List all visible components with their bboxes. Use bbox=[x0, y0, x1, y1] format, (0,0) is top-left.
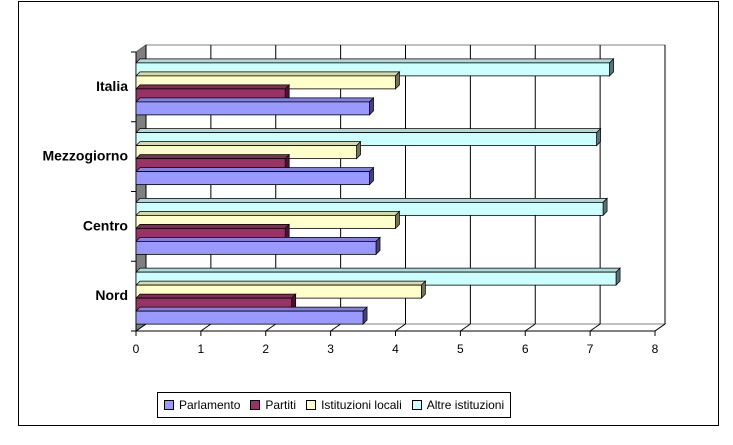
legend-label: Altre istituzioni bbox=[426, 398, 505, 412]
bar-top-face bbox=[135, 97, 375, 103]
bar-top-face bbox=[135, 237, 381, 242]
bar-top-face bbox=[135, 224, 291, 229]
x-tick-label: 2 bbox=[262, 342, 269, 356]
bar-top-face bbox=[135, 84, 291, 90]
bar-top-face bbox=[135, 167, 375, 172]
floor-gridline bbox=[460, 323, 471, 332]
floor-gridline bbox=[395, 323, 406, 332]
floor-gridline bbox=[265, 323, 277, 332]
bar bbox=[135, 171, 370, 186]
category-label: Nord bbox=[95, 287, 128, 303]
legend-item: Parlamento bbox=[164, 398, 240, 412]
x-tick-label: 3 bbox=[327, 342, 334, 356]
floor-gridline bbox=[589, 323, 601, 332]
bar-top-face bbox=[135, 198, 608, 203]
legend-swatch bbox=[306, 400, 317, 410]
x-tick-label: 6 bbox=[522, 342, 529, 356]
bar-top-face bbox=[135, 306, 368, 312]
legend-label: Istituzioni locali bbox=[321, 398, 402, 412]
category-label: Mezzogiorno bbox=[42, 148, 128, 164]
bar bbox=[135, 101, 370, 116]
bar-top-face bbox=[135, 128, 602, 133]
category-label: Italia bbox=[96, 78, 128, 94]
legend-swatch bbox=[250, 400, 261, 410]
legend-label: Partiti bbox=[265, 398, 297, 412]
legend-item: Istituzioni locali bbox=[306, 398, 402, 412]
x-tick-label: 4 bbox=[392, 342, 399, 356]
bar bbox=[135, 310, 364, 325]
x-tick-label: 7 bbox=[587, 342, 594, 356]
bar-top-face bbox=[135, 141, 362, 146]
legend: Parlamento Partiti Istituzioni locali Altre… bbox=[157, 392, 512, 418]
bar-top-face bbox=[135, 211, 401, 216]
bar-top-face bbox=[135, 280, 427, 286]
x-tick-label: 5 bbox=[457, 342, 464, 356]
x-tick-label: 0 bbox=[133, 342, 140, 356]
legend-item: Partiti bbox=[250, 398, 296, 412]
bar-top-face bbox=[135, 267, 621, 273]
floor-gridline bbox=[330, 323, 341, 332]
bar-top-face bbox=[135, 71, 401, 77]
legend-swatch bbox=[411, 400, 422, 410]
category-label: Centro bbox=[83, 217, 128, 233]
legend-label: Parlamento bbox=[179, 398, 241, 412]
floor-gridline bbox=[654, 323, 666, 332]
bar-top-face bbox=[135, 154, 291, 159]
bar-top-face bbox=[135, 58, 615, 64]
floor-gridline bbox=[135, 323, 147, 332]
bar-top-face bbox=[135, 293, 297, 299]
floor-gridline bbox=[524, 323, 536, 332]
floor-gridline bbox=[200, 323, 212, 332]
legend-swatch bbox=[164, 400, 174, 410]
bar bbox=[135, 240, 377, 255]
x-tick-label: 1 bbox=[198, 342, 205, 356]
legend-item: Altre istituzioni bbox=[411, 398, 505, 412]
x-tick-label: 8 bbox=[652, 342, 659, 356]
